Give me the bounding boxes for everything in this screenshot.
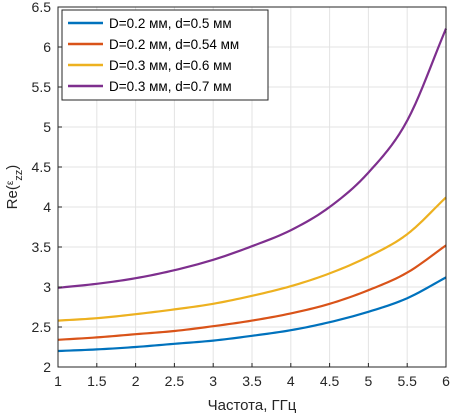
legend-label: D=0.3 мм, d=0.6 мм (109, 58, 232, 73)
y-tick-label: 5.5 (32, 79, 52, 95)
series-lines (57, 28, 448, 353)
y-tick-label: 3 (43, 279, 51, 295)
x-tick-label: 2 (132, 373, 140, 389)
legend-label: D=0.3 мм, d=0.7 мм (109, 79, 232, 94)
y-axis-label-symbol: ε (5, 180, 16, 185)
x-tick-label: 3 (209, 373, 217, 389)
y-tick-label: 2 (43, 359, 51, 375)
x-tick-label: 4.5 (320, 373, 340, 389)
x-tick-label: 2.5 (165, 373, 185, 389)
y-axis-label-close: ) (4, 165, 21, 170)
axis-ticks: 1 1.5 2 2.5 3 3.5 4 4.5 5 5.5 6 2 2.5 3 3.5 4 4.5 5 5.5 6 6.… (32, 0, 451, 389)
y-axis-label: Re(εzz) (4, 165, 25, 210)
y-axis-label-subscript: zz (13, 170, 25, 181)
x-tick-label: 1.5 (87, 373, 107, 389)
x-tick-label: 4 (287, 373, 295, 389)
x-tick-label: 5 (365, 373, 373, 389)
y-tick-label: 4 (43, 199, 51, 215)
y-tick-label: 3.5 (32, 239, 52, 255)
x-tick-label: 6 (442, 373, 450, 389)
x-tick-label: 1 (54, 373, 62, 389)
legend-label: D=0.2 мм, d=0.5 мм (109, 16, 232, 31)
legend-label: D=0.2 мм, d=0.54 мм (109, 37, 239, 52)
y-tick-label: 2.5 (32, 319, 52, 335)
x-axis-label: Частота, ГГц (208, 397, 297, 414)
y-tick-label: 6.5 (32, 0, 52, 15)
y-axis-label-base: Re( (4, 185, 21, 209)
y-tick-label: 5 (43, 119, 51, 135)
legend: D=0.2 мм, d=0.5 мм D=0.2 мм, d=0.54 мм D=0… (61, 9, 269, 101)
series-line-1 (57, 276, 447, 353)
y-tick-label: 4.5 (32, 159, 52, 175)
x-tick-label: 5.5 (397, 373, 417, 389)
x-tick-label: 3.5 (242, 373, 262, 389)
series-line-2 (57, 244, 447, 341)
series-line-4 (57, 28, 448, 289)
series-line-3 (57, 196, 447, 322)
y-tick-label: 6 (43, 39, 51, 55)
